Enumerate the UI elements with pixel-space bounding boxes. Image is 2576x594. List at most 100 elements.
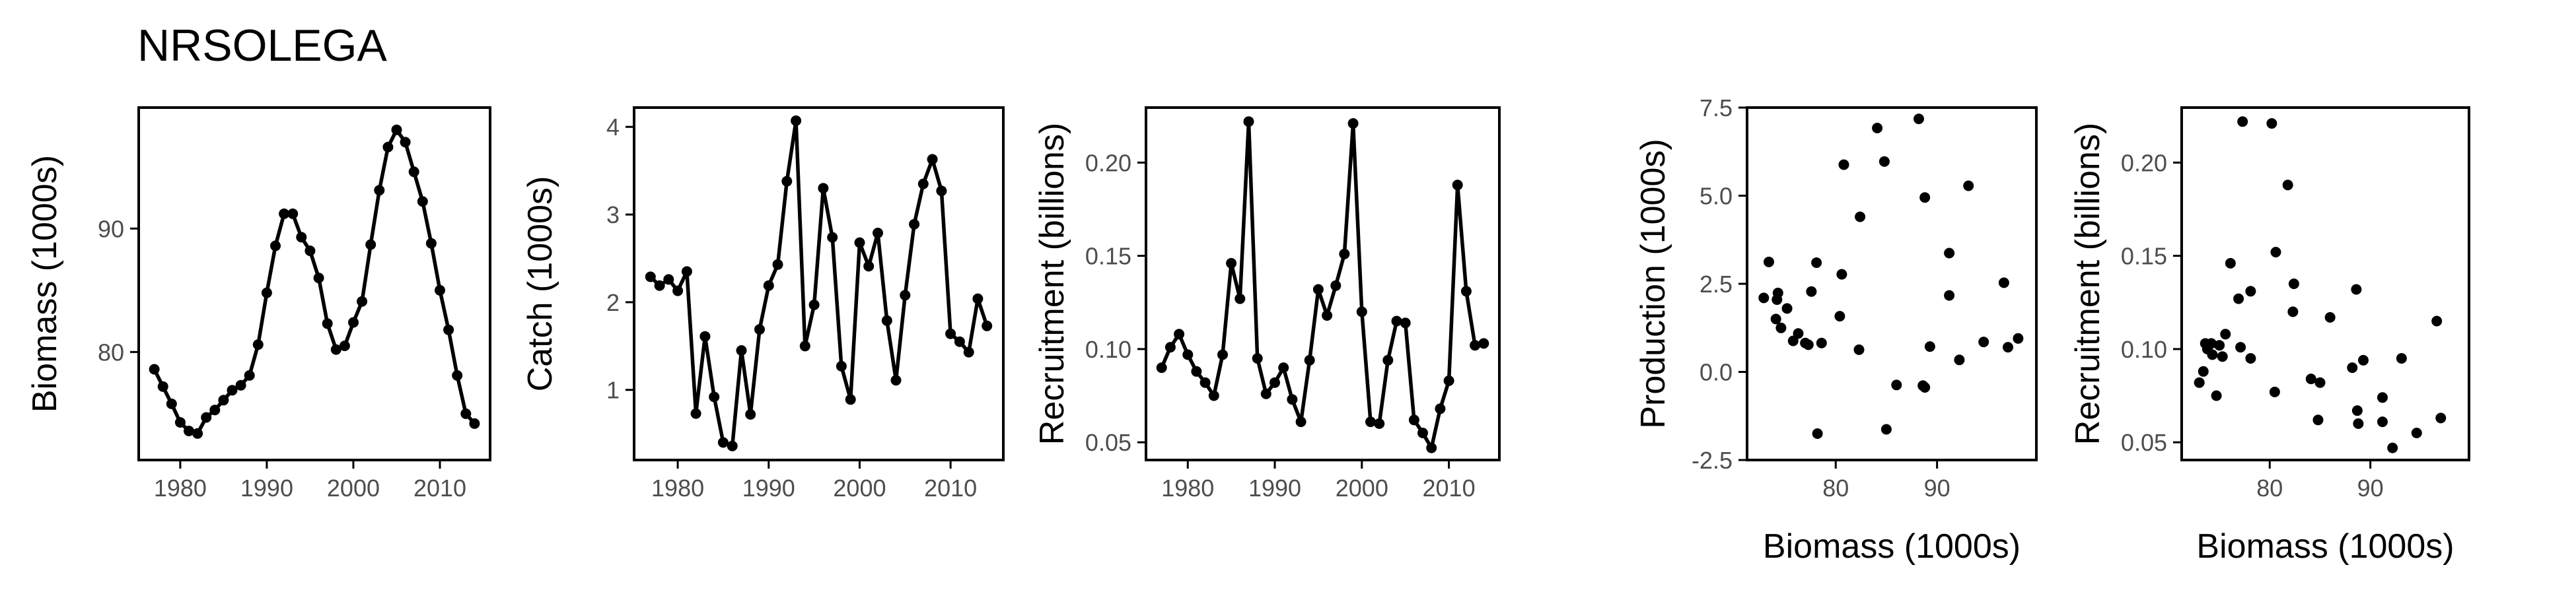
data-point <box>727 440 738 451</box>
data-point <box>2377 416 2388 428</box>
data-point <box>1812 428 1823 439</box>
panel-1: 1980 1990 2000 2010 80 90 Biomass (1000s) <box>26 106 491 502</box>
data-point <box>1855 211 1866 222</box>
data-point <box>699 331 711 342</box>
data-point <box>1834 311 1845 322</box>
data-point <box>1426 442 1437 453</box>
panel-2: 1980 1990 2000 2010 1 2 3 4 Catch (1000s) <box>521 106 1005 502</box>
data-point <box>2347 362 2358 374</box>
data-point <box>1199 377 1211 388</box>
data-point <box>287 208 299 219</box>
data-point <box>2233 293 2244 304</box>
data-point <box>2220 329 2231 340</box>
data-point <box>382 141 394 152</box>
data-point <box>1443 375 1454 386</box>
data-point <box>417 196 428 207</box>
data-point <box>1312 284 1324 295</box>
data-point <box>972 293 984 304</box>
data-point <box>201 412 212 423</box>
figure-title: NRSOLEGA <box>137 20 387 71</box>
data-point <box>2245 353 2256 364</box>
data-point <box>1998 277 2009 288</box>
data-point <box>1435 403 1446 414</box>
data-point <box>313 273 324 284</box>
data-point <box>945 328 956 339</box>
data-point <box>854 237 865 248</box>
data-point <box>936 185 947 197</box>
data-point <box>2245 286 2256 297</box>
x-tick-label: 1980 <box>1161 475 1214 502</box>
y-tick-label: 0.20 <box>2121 149 2167 176</box>
y-axis-label: Recruitment (billions) <box>2069 123 2107 445</box>
data-point <box>400 137 411 148</box>
data-point <box>339 341 350 351</box>
panel-frame <box>2180 106 2470 461</box>
data-point <box>1156 362 1167 374</box>
data-point <box>374 185 385 196</box>
data-point <box>443 324 454 335</box>
data-point <box>1470 340 1481 351</box>
x-tick-label: 2000 <box>1336 475 1388 502</box>
x-axis-label: Biomass (1000s) <box>2196 527 2454 566</box>
data-point <box>1322 310 1333 321</box>
data-point <box>873 228 883 238</box>
data-point <box>1191 366 1202 377</box>
data-point <box>425 238 437 249</box>
data-point <box>1408 414 1419 426</box>
data-point <box>754 324 765 335</box>
data-point <box>218 395 229 406</box>
panel-frame <box>1145 106 1501 461</box>
data-point <box>209 405 221 416</box>
x-tick-label: 80 <box>2256 475 2283 502</box>
data-point <box>881 315 892 326</box>
data-point <box>460 408 472 419</box>
data-point <box>2353 418 2364 429</box>
x-tick-label: 1990 <box>1248 475 1301 502</box>
data-point <box>1278 362 1289 374</box>
data-point <box>166 398 177 409</box>
data-point <box>1811 257 1822 268</box>
data-point <box>2194 377 2205 388</box>
data-point <box>2287 306 2299 317</box>
y-tick-label: 0.10 <box>1085 336 1131 363</box>
data-point <box>1914 114 1924 125</box>
data-point <box>954 336 965 347</box>
data-point <box>2324 312 2336 323</box>
y-tick-label: 4 <box>606 114 620 141</box>
data-point <box>1853 344 1865 355</box>
data-point <box>357 296 368 307</box>
data-point <box>1872 123 1883 133</box>
data-point <box>1944 290 1955 301</box>
y-tick-label: 7.5 <box>1699 94 1733 121</box>
y-axis-label: Biomass (1000s) <box>26 155 64 412</box>
panel-frame <box>1746 106 2038 461</box>
data-point <box>1287 394 1298 405</box>
data-point <box>2235 342 2246 353</box>
data-point <box>391 124 402 135</box>
data-point <box>1417 428 1428 438</box>
data-point <box>890 375 902 386</box>
data-point <box>917 178 929 189</box>
panel-4: 80 90 -2.5 0.0 2.5 5.0 7.5 Production (1000s) Bi… <box>1634 94 2038 566</box>
data-point <box>2314 377 2326 388</box>
data-point <box>645 271 656 282</box>
data-point <box>818 183 829 194</box>
data-point <box>745 409 756 420</box>
data-point <box>927 154 938 165</box>
data-point <box>963 346 974 358</box>
data-point <box>690 408 701 419</box>
y-tick-label: 0.15 <box>1085 243 1131 270</box>
data-point <box>2387 442 2398 453</box>
data-point <box>772 259 783 270</box>
data-point <box>2198 366 2209 377</box>
data-point <box>1770 314 1781 325</box>
x-tick-label: 1990 <box>240 475 293 502</box>
y-tick-label: 2 <box>606 289 620 316</box>
data-point <box>2358 354 2369 366</box>
y-tick-label: 5.0 <box>1699 183 1733 210</box>
y-tick-label: 0.0 <box>1699 359 1733 386</box>
x-tick-label: 2010 <box>924 475 977 502</box>
x-tick-label: 90 <box>1924 475 1950 502</box>
data-point <box>2225 257 2236 269</box>
